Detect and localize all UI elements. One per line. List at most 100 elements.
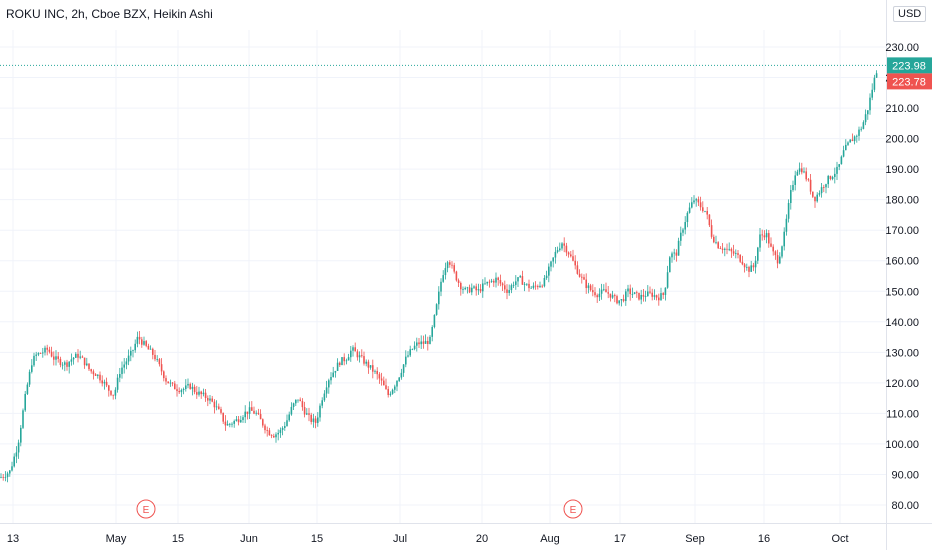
candle-body (845, 144, 847, 151)
candle-body (548, 266, 550, 276)
candle-body (737, 253, 739, 255)
candle-body (818, 193, 821, 195)
candle-body (871, 89, 873, 98)
candle-body (849, 139, 851, 143)
y-tick-label: 230.00 (885, 42, 919, 54)
candle-body (704, 210, 706, 212)
candle-body (253, 410, 255, 414)
candle-body (374, 370, 376, 372)
candle-body (730, 248, 733, 252)
y-tick-label: 90.00 (891, 469, 919, 481)
candle-body (15, 452, 18, 457)
candle-body (402, 364, 405, 373)
candle-body (0, 476, 2, 478)
candle-body (108, 385, 110, 391)
candle-body (136, 336, 139, 344)
candle-body (277, 432, 279, 435)
candle-body (149, 348, 152, 350)
candle-body (851, 139, 854, 142)
candle-body (39, 353, 42, 354)
candle-body (158, 359, 161, 365)
candle-body (728, 248, 730, 250)
candle-body (180, 390, 183, 393)
candle-body (655, 295, 658, 298)
candle-body (517, 277, 519, 282)
candle-body (693, 200, 695, 203)
candle-body (13, 456, 15, 467)
candle-body (112, 394, 114, 396)
candle-body (182, 389, 185, 391)
candle-body (862, 122, 865, 129)
candle-body (152, 348, 154, 355)
candle-body (341, 357, 343, 366)
candle-body (308, 413, 310, 415)
candle-body (50, 351, 53, 357)
candle-body (523, 283, 526, 285)
candle-body (471, 287, 473, 293)
candle-body (578, 273, 581, 277)
candle-body (827, 175, 829, 185)
candle-body (680, 232, 682, 241)
candle-body (490, 280, 493, 282)
candle-body (132, 350, 134, 351)
candle-body (759, 234, 761, 248)
candle-body (257, 412, 260, 415)
candle-body (385, 385, 387, 390)
candle-body (867, 110, 869, 115)
candle-body (732, 251, 735, 254)
candle-body (332, 372, 334, 377)
candle-body (552, 257, 554, 262)
candle-body (86, 363, 88, 366)
candle-body (455, 271, 458, 281)
candle-body (561, 243, 563, 249)
candle-body (354, 347, 356, 352)
candle-body (160, 364, 163, 372)
candle-body (649, 291, 651, 293)
time-axis[interactable]: 13 May 15 Jun 15 Jul 20 Aug 17 Sep 16 Oct (7, 533, 849, 545)
candle-body (669, 257, 671, 273)
x-tick-label: Jul (393, 533, 407, 545)
candle-body (836, 166, 838, 174)
candle-body (550, 261, 552, 267)
candle-body (343, 357, 345, 362)
candle-body (506, 289, 508, 293)
candle-body (706, 210, 708, 215)
candle-body (330, 376, 332, 381)
candle-body (378, 374, 381, 379)
candle-body (792, 184, 794, 191)
candle-body (297, 399, 299, 401)
candle-body (466, 287, 469, 289)
earnings-marker (136, 499, 156, 519)
candle-body (508, 290, 510, 293)
price-axis[interactable]: 230.00220.00210.00200.00190.00180.00170.… (885, 42, 932, 512)
candle-body (462, 289, 464, 290)
candle-body (156, 359, 158, 360)
candle-body (708, 214, 711, 226)
earnings-marker-label: E (570, 505, 577, 516)
candle-body (288, 414, 290, 421)
x-tick-label: 20 (476, 533, 488, 545)
candle-body (798, 168, 801, 172)
y-tick-label: 120.00 (885, 378, 919, 390)
candle-body (389, 393, 392, 395)
candle-body (662, 293, 664, 295)
candle-body (831, 176, 834, 179)
candle-body (675, 252, 678, 256)
candle-body (273, 435, 275, 438)
candle-body (618, 300, 620, 304)
candle-body (805, 171, 807, 180)
candle-body (246, 411, 249, 414)
candle-body (94, 374, 97, 376)
candle-body (528, 283, 530, 289)
candle-body (625, 291, 627, 302)
candle-body (398, 377, 400, 381)
candle-body (20, 427, 22, 443)
candle-body (495, 277, 497, 283)
candle-body (611, 295, 614, 298)
candle-body (350, 350, 352, 358)
currency-selector[interactable]: USD (893, 6, 927, 22)
candle-body (323, 393, 326, 401)
candle-body (682, 229, 684, 233)
candle-body (774, 251, 777, 256)
